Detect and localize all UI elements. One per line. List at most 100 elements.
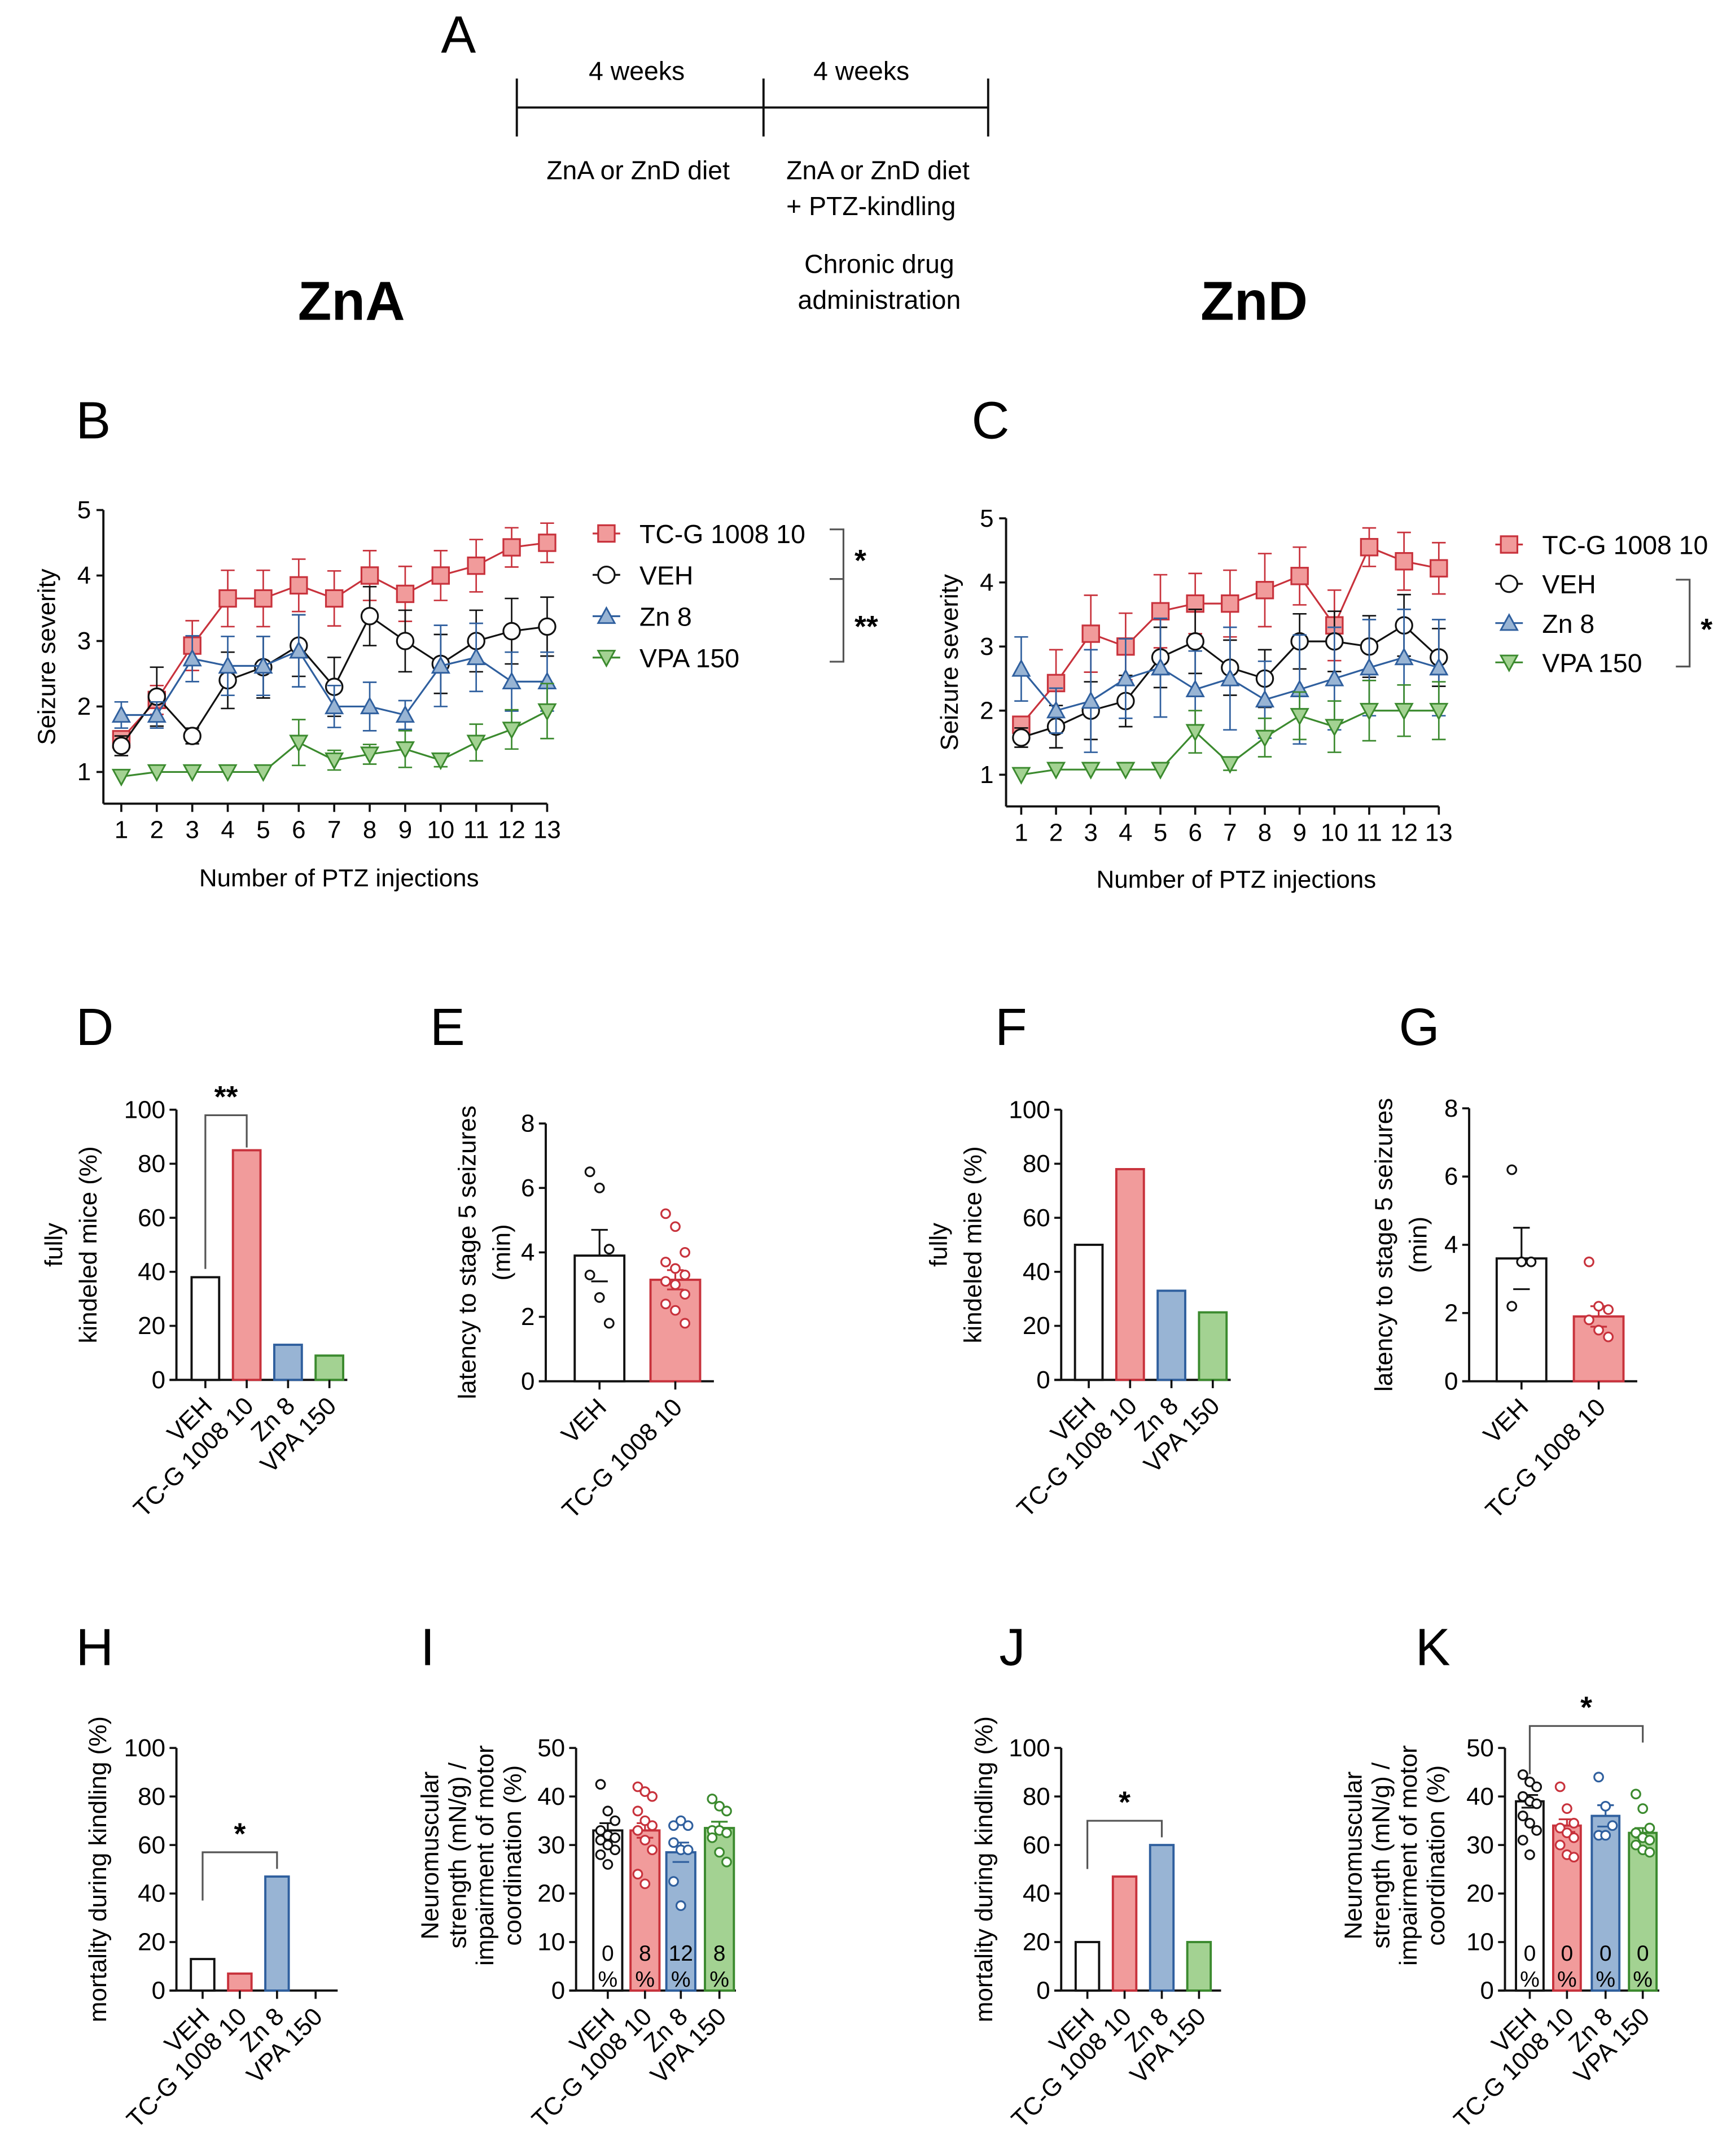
legend-label: TC-G 1008 10 [1542,531,1708,560]
individual-point [1524,1776,1535,1787]
significance-bracket [830,528,845,580]
bar-percent-label: 0 [602,1941,614,1966]
bar-red [629,1829,661,1992]
data-point [1359,703,1379,721]
x-tick-label: VEH [556,1393,612,1449]
y-axis-label: mortality during kindling (%) [970,1716,998,2022]
phase1-label: ZnA or ZnD diet [546,155,730,185]
y-axis-label: coordination (%) [1422,1765,1450,1946]
x-tick-label: 1 [115,816,128,844]
panel-letter: F [995,998,1027,1056]
y-tick-label: 10 [1466,1928,1494,1956]
y-axis-label: (min) [1404,1217,1432,1273]
data-point [289,734,309,753]
y-tick-label: 100 [1009,1096,1050,1123]
data-point [111,768,132,787]
individual-point [1531,1825,1542,1836]
y-tick-label: 40 [1023,1258,1050,1285]
y-tick-label: 0 [1036,1366,1050,1394]
individual-point [1554,1822,1566,1834]
legend-marker [597,606,616,624]
x-tick-label: 3 [185,816,199,844]
x-tick-label: 4 [1119,819,1132,847]
individual-point [1600,1830,1611,1841]
y-tick-label: 6 [1444,1163,1458,1191]
bar-percent-label: % [635,1968,655,1992]
period2-label: 4 weeks [813,56,909,86]
x-tick-label: 2 [150,816,164,844]
data-point [538,533,556,552]
individual-point [1637,1803,1649,1814]
data-point [1220,756,1240,774]
data-point [431,566,450,585]
individual-point [1593,1301,1604,1312]
y-axis-label: coordination (%) [499,1765,527,1946]
individual-point [1568,1818,1579,1829]
individual-point [660,1208,671,1219]
data-point [1290,567,1309,585]
y-tick-label: 40 [537,1783,565,1810]
individual-point [1506,1164,1518,1175]
data-point [467,556,485,575]
x-tick-label: 5 [1154,819,1167,847]
data-point [147,764,166,782]
bar-blue [264,1875,290,1992]
individual-point [647,1844,658,1856]
individual-point [594,1292,605,1303]
individual-point [670,1263,681,1274]
y-tick-label: 0 [551,1977,565,2005]
data-point [360,607,379,626]
individual-point [707,1794,718,1804]
bar-percent-label: % [709,1968,729,1992]
y-tick-label: 50 [1466,1734,1494,1762]
significance-marker: * [1701,613,1712,646]
bar-percent-label: % [1633,1968,1653,1992]
bar-percent-label: 8 [639,1941,651,1966]
significance-bracket [1086,1820,1163,1869]
individual-point [1516,1256,1527,1267]
y-tick-label: 5 [980,505,993,532]
significance-bracket [1528,1725,1644,1774]
y-tick-label: 60 [138,1831,165,1859]
data-point [466,647,486,666]
individual-point [584,1166,595,1178]
y-axis-label: (min) [488,1224,516,1280]
individual-point [1524,1849,1535,1860]
y-axis-label: Neuromuscular [1340,1772,1368,1940]
panel-h-chart: 0 20 40 60 80 100 mortality during kindling (%… [84,1716,338,2133]
data-point [395,705,415,723]
y-tick-label: 20 [138,1312,165,1340]
y-axis-label: fully [925,1223,953,1267]
y-tick-label: 100 [1009,1734,1050,1762]
y-tick-label: 1 [980,761,993,789]
individual-point [1517,1835,1528,1845]
individual-point [1531,1781,1542,1792]
individual-point [670,1279,681,1290]
x-tick-label: 9 [398,816,412,844]
y-tick-label: 0 [1444,1367,1458,1395]
y-tick-label: 50 [537,1734,565,1762]
individual-point [1631,1788,1641,1800]
data-point [396,584,415,603]
legend-marker [1499,654,1519,673]
x-tick-label: 11 [463,816,489,844]
bar-percent-label: % [1596,1968,1615,1992]
y-tick-label: 80 [1023,1150,1050,1178]
data-point [1011,659,1031,677]
legend-label: VPA 150 [639,644,739,673]
legend-marker [597,565,616,584]
data-point [254,589,273,608]
y-tick-label: 20 [1023,1928,1050,1956]
significance-bracket [830,578,845,663]
individual-point [1584,1314,1594,1326]
y-axis-label: latency to stage 5 seizures [1370,1098,1397,1392]
individual-point [639,1815,651,1826]
individual-point [595,1779,606,1790]
data-point [1186,632,1204,651]
individual-point [1631,1839,1641,1851]
y-tick-label: 20 [537,1880,565,1908]
data-point [1430,559,1448,578]
bar-blue [1156,1289,1186,1381]
